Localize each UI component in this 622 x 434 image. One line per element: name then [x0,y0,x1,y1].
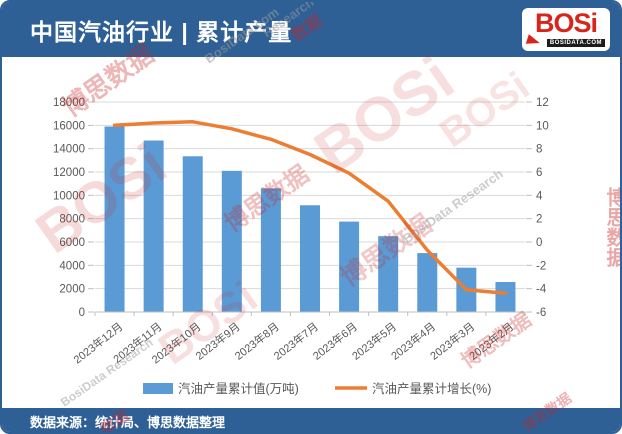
legend-bar-label: 汽油产量累计值(万吨) [178,381,299,396]
left-tick-label: 16000 [53,120,85,132]
right-axis-labels: -6 -4 -2 0 2 4 6 8 10 12 [526,97,549,319]
legend-line-label: 汽油产量累计增长(%) [372,381,491,396]
right-tick-label: 10 [536,120,549,132]
bar [143,140,164,312]
bar [221,170,242,312]
x-axis-labels: 2023年12月2023年11月2023年10月2023年9月2023年8月20… [71,319,517,366]
right-tick-label: 2 [536,214,542,226]
bar [300,205,320,312]
bar-series [104,126,516,312]
left-tick-label: 12000 [53,167,85,179]
left-tick-label: 0 [79,307,85,319]
right-tick-label: 0 [536,237,542,249]
right-tick-label: 6 [536,167,542,179]
bar [495,282,516,312]
page-title: 中国汽油行业 | 累计产量 [30,18,293,45]
left-tick-label: 14000 [53,144,85,156]
bosi-logo-domain: BOSIDATA.COM [546,39,605,47]
growth-line [112,120,508,296]
bar [104,126,125,312]
right-tick-label: -2 [536,260,546,272]
bosi-logo: BOSi BOSIDATA.COM [522,8,610,51]
left-tick-label: 2000 [59,284,85,296]
header-banner: 中国汽油行业 | 累计产量 BOSi BOSIDATA.COM [2,2,620,57]
bar [260,188,281,312]
gridlines [95,101,525,290]
right-tick-label: 8 [536,144,542,156]
bar [378,236,399,312]
bar [182,156,203,312]
left-tick-label: 10000 [53,190,85,202]
left-tick-label: 6000 [59,237,85,249]
data-source-note: 数据来源：统计局、博思数据整理 [30,414,226,430]
bosi-logo-text: BOSi [534,8,598,38]
right-tick-label: -6 [536,307,546,319]
bar [417,253,438,312]
chart-legend: 汽油产量累计值(万吨) 汽油产量累计增长(%) [143,381,491,396]
right-tick-label: -4 [536,284,547,296]
legend-bar-swatch [143,383,173,394]
left-tick-label: 4000 [59,260,85,272]
x-axis-label: 2023年2月 [466,319,516,362]
right-tick-label: 12 [536,97,549,109]
left-tick-label: 8000 [59,214,85,226]
bar [339,221,360,312]
production-chart: 0 2000 4000 6000 8000 10000 12000 14000 16000 180… [53,97,549,396]
chart-area: 0 2000 4000 6000 8000 10000 12000 14000 16000 180… [2,57,620,408]
right-tick-label: 4 [536,190,543,202]
left-tick-label: 18000 [53,97,85,109]
footer-banner: 数据来源：统计局、博思数据整理 [2,408,620,432]
left-axis-labels: 0 2000 4000 6000 8000 10000 12000 14000 16000 180… [53,97,94,319]
